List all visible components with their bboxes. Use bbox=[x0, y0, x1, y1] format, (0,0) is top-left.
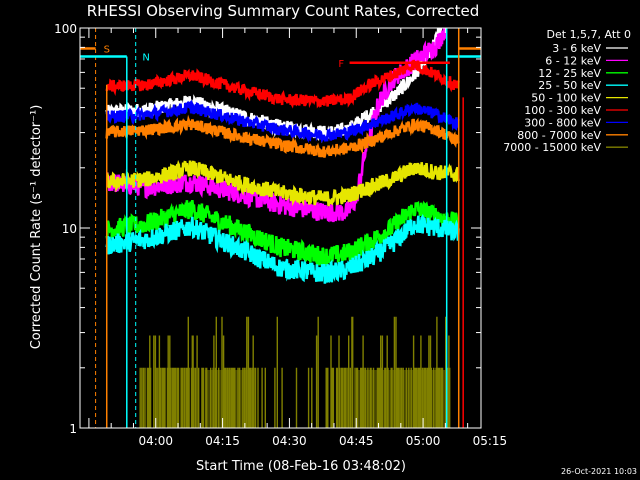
series-line-4 bbox=[106, 159, 460, 207]
legend-label-8: 7000 - 15000 keV bbox=[503, 141, 601, 154]
x-tick-label: 05:15 bbox=[473, 434, 508, 448]
series-line-1 bbox=[106, 27, 447, 223]
x-tick-label: 04:45 bbox=[339, 434, 374, 448]
legend-label-6: 300 - 800 keV bbox=[524, 116, 601, 129]
legend-label-0: 3 - 6 keV bbox=[552, 42, 601, 55]
y-tick-label: 10 bbox=[62, 222, 77, 236]
y-tick-label: 100 bbox=[54, 22, 77, 36]
legend-label-1: 6 - 12 keV bbox=[545, 54, 601, 67]
x-tick-label: 04:15 bbox=[205, 434, 240, 448]
marker-n-label: N bbox=[142, 53, 149, 64]
legend-title: Det 1,5,7, Att 0 bbox=[547, 28, 631, 41]
y-axis-label: Corrected Count Rate (s⁻¹ detector⁻¹) bbox=[29, 105, 44, 350]
series-bars-fill-b bbox=[356, 369, 446, 428]
legend-label-3: 25 - 50 keV bbox=[538, 79, 601, 92]
timestamp: 26-Oct-2021 10:03 bbox=[561, 467, 637, 476]
x-tick-label: 04:00 bbox=[138, 434, 173, 448]
x-tick-label: 05:00 bbox=[406, 434, 441, 448]
legend-label-2: 12 - 25 keV bbox=[538, 67, 601, 80]
plot-area: S N F 1 10 100 04:00 04:15 04:30 04:45 05:00 05:15 bbox=[54, 22, 507, 448]
chart-title: RHESSI Observing Summary Count Rates, Co… bbox=[87, 2, 480, 20]
legend-label-7: 800 - 7000 keV bbox=[517, 129, 601, 142]
series-line-2 bbox=[105, 199, 460, 268]
y-tick-label: 1 bbox=[69, 422, 77, 436]
series-line-7 bbox=[105, 114, 460, 158]
series-line-5 bbox=[105, 59, 460, 109]
series-line-3 bbox=[105, 213, 460, 284]
marker-s-label: S bbox=[104, 44, 110, 55]
x-axis-label: Start Time (08-Feb-16 03:48:02) bbox=[196, 459, 406, 474]
series-bars-fill-a bbox=[204, 369, 254, 428]
legend-label-5: 100 - 300 keV bbox=[524, 104, 601, 117]
x-tick-label: 04:30 bbox=[272, 434, 307, 448]
series-line-6 bbox=[105, 99, 460, 144]
marker-f-label: F bbox=[338, 59, 344, 70]
legend-label-4: 50 - 100 keV bbox=[531, 92, 601, 105]
